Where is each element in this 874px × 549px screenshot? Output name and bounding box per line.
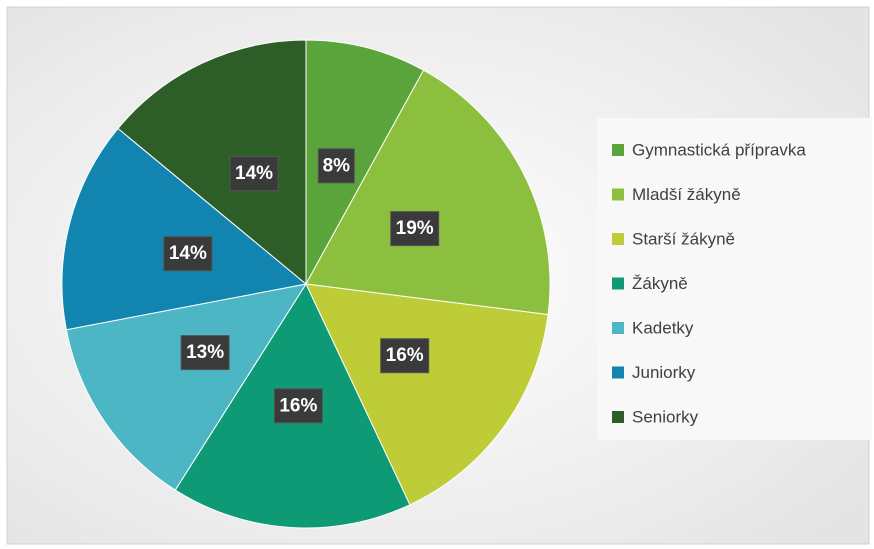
legend-swatch <box>612 188 624 201</box>
legend-swatch <box>612 144 624 156</box>
legend-label: Gymnastická přípravka <box>632 141 806 160</box>
pie-slice <box>305 69 551 316</box>
legend-swatch <box>612 277 624 290</box>
data-label: 13% <box>186 342 224 363</box>
data-label-box <box>229 156 279 192</box>
pie-slice <box>61 127 308 331</box>
data-label: 14% <box>235 163 273 184</box>
legend-box <box>597 118 872 440</box>
pie-slice <box>117 39 307 286</box>
legend-label: Žákyně <box>632 274 688 293</box>
legend-swatch <box>612 411 624 423</box>
data-label: 8% <box>323 155 351 176</box>
data-label: 16% <box>279 395 317 416</box>
pie-slice <box>305 39 425 285</box>
data-label: 16% <box>386 345 424 366</box>
data-label-box <box>317 148 355 184</box>
data-label: 14% <box>169 243 207 264</box>
pie-slice <box>305 283 549 506</box>
legend-label: Kadetky <box>632 319 694 338</box>
legend-label: Mladší žákyně <box>632 185 741 204</box>
legend-label: Starší žákyně <box>632 230 735 249</box>
data-label-box <box>273 388 323 424</box>
legend-swatch <box>612 233 624 245</box>
data-label-box <box>163 236 213 272</box>
legend-swatch <box>612 322 624 334</box>
data-label-box <box>180 335 230 371</box>
legend-label: Seniorky <box>632 408 699 427</box>
legend-label: Juniorky <box>632 363 696 382</box>
data-label-box <box>390 211 440 247</box>
pie-slice <box>65 283 308 491</box>
data-label: 19% <box>396 218 434 239</box>
data-label-box <box>380 338 430 374</box>
legend-swatch <box>612 366 624 379</box>
